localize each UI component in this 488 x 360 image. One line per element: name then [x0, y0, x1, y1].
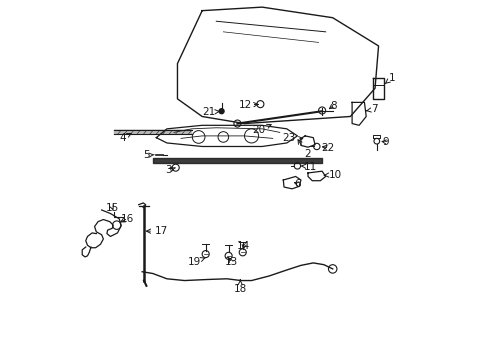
Text: 8: 8 [329, 101, 336, 111]
Text: 19: 19 [188, 257, 205, 267]
Text: 17: 17 [146, 226, 167, 236]
Text: 2: 2 [297, 140, 310, 159]
Text: 21: 21 [202, 107, 219, 117]
Text: 13: 13 [224, 257, 237, 267]
Text: 14: 14 [237, 241, 250, 251]
Text: 18: 18 [233, 279, 246, 294]
Text: 9: 9 [381, 137, 388, 147]
Text: 11: 11 [300, 162, 316, 172]
Text: 7: 7 [366, 104, 377, 114]
Text: 22: 22 [321, 143, 334, 153]
Text: 1: 1 [385, 73, 395, 84]
Text: 20: 20 [252, 124, 271, 135]
Circle shape [219, 109, 224, 114]
Text: 6: 6 [293, 179, 300, 189]
Text: 4: 4 [119, 133, 131, 143]
Polygon shape [283, 176, 300, 189]
Text: 23: 23 [282, 133, 302, 143]
Text: 5: 5 [143, 150, 154, 160]
Text: 10: 10 [324, 170, 341, 180]
Text: 16: 16 [120, 214, 133, 224]
Text: 12: 12 [239, 100, 257, 110]
Text: 3: 3 [165, 165, 175, 175]
Text: 15: 15 [105, 203, 119, 212]
